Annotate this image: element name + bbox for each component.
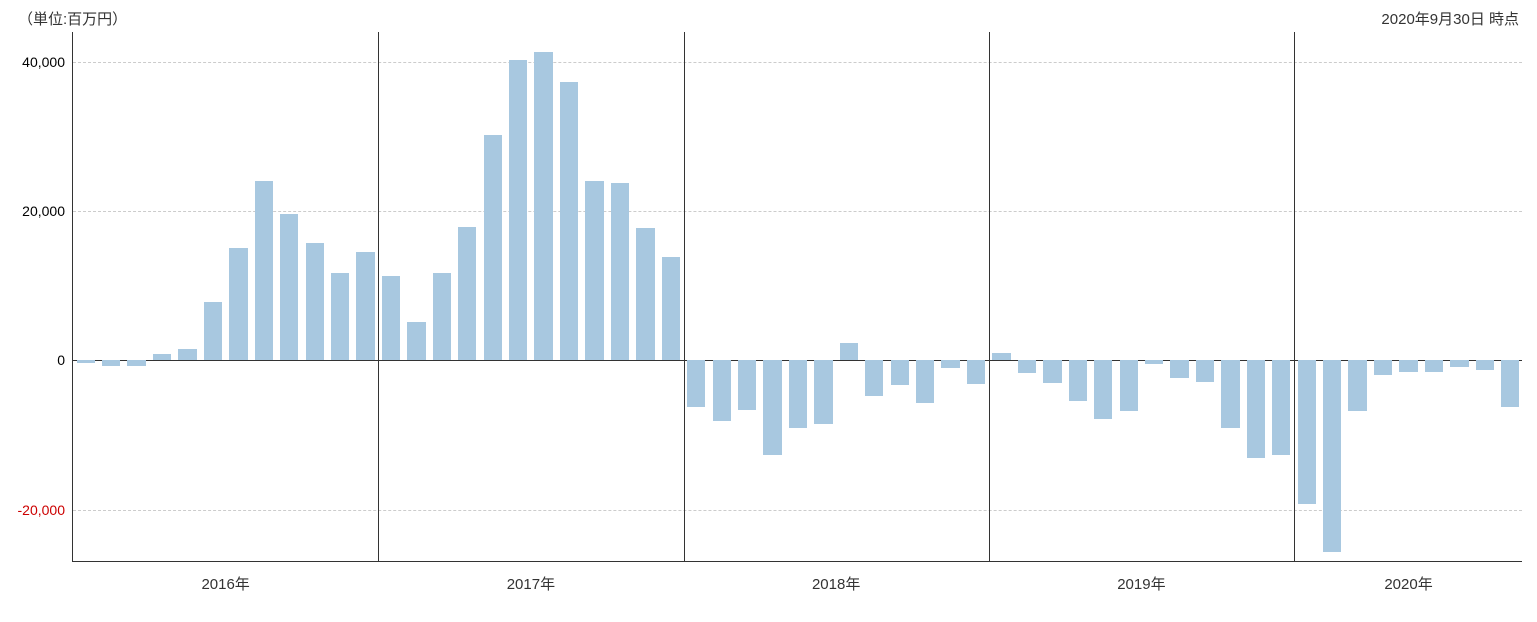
x-tick-label: 2017年	[507, 573, 555, 594]
bar	[1450, 360, 1468, 367]
x-tick-label: 2016年	[201, 573, 249, 594]
bar	[178, 349, 196, 361]
bar	[992, 353, 1010, 360]
bar	[941, 360, 959, 367]
bar	[636, 228, 654, 360]
bar	[1145, 360, 1163, 364]
panel-separator	[684, 32, 685, 561]
bar	[1170, 360, 1188, 378]
bar	[280, 214, 298, 360]
bar	[484, 135, 502, 360]
y-tick-label: 20,000	[22, 203, 65, 219]
bar	[458, 227, 476, 361]
panel-separator	[378, 32, 379, 561]
bar	[763, 360, 781, 455]
bar	[407, 322, 425, 360]
bar	[611, 183, 629, 361]
bar	[1069, 360, 1087, 401]
bar	[534, 52, 552, 360]
bar	[127, 360, 145, 366]
bar	[1476, 360, 1494, 370]
bar	[1501, 360, 1519, 406]
gridline-horizontal	[73, 510, 1522, 511]
bar	[306, 243, 324, 360]
bar	[509, 60, 527, 361]
gridline-horizontal	[73, 211, 1522, 212]
x-tick-label: 2018年	[812, 573, 860, 594]
bar	[153, 354, 171, 361]
bar	[77, 360, 95, 362]
bar	[840, 343, 858, 360]
bar	[1272, 360, 1290, 455]
bar	[1120, 360, 1138, 411]
bar	[662, 257, 680, 360]
bar	[1247, 360, 1265, 458]
y-tick-label: -20,000	[18, 502, 65, 518]
bar	[255, 181, 273, 360]
bar	[331, 273, 349, 360]
bar	[967, 360, 985, 384]
bar	[1221, 360, 1239, 427]
bar	[433, 273, 451, 360]
bar	[1425, 360, 1443, 372]
bar	[891, 360, 909, 385]
x-tick-label: 2020年	[1384, 573, 1432, 594]
bar	[713, 360, 731, 420]
bar	[1399, 360, 1417, 371]
bar	[1196, 360, 1214, 382]
bar	[356, 252, 374, 360]
bar	[1374, 360, 1392, 374]
bar	[229, 248, 247, 360]
bar	[814, 360, 832, 423]
bar	[1094, 360, 1112, 419]
bar	[1348, 360, 1366, 411]
bar	[865, 360, 883, 396]
bar	[1298, 360, 1316, 503]
x-tick-label: 2019年	[1117, 573, 1165, 594]
bar	[204, 302, 222, 360]
bar	[585, 181, 603, 361]
bar	[738, 360, 756, 410]
bar	[102, 360, 120, 365]
gridline-horizontal	[73, 62, 1522, 63]
y-tick-label: 40,000	[22, 54, 65, 70]
bar	[1018, 360, 1036, 373]
panel-separator	[1294, 32, 1295, 561]
timestamp-label: 2020年9月30日 時点	[1381, 8, 1519, 29]
bar	[382, 276, 400, 360]
unit-label: （単位:百万円）	[18, 8, 127, 29]
bar	[560, 82, 578, 360]
bar-chart: 40,00020,0000-20,0002016年2017年2018年2019年…	[72, 32, 1522, 562]
bar	[916, 360, 934, 403]
y-tick-label: 0	[57, 352, 65, 368]
bar	[1043, 360, 1061, 382]
bar	[1323, 360, 1341, 552]
bar	[687, 360, 705, 407]
bar	[789, 360, 807, 427]
panel-separator	[989, 32, 990, 561]
